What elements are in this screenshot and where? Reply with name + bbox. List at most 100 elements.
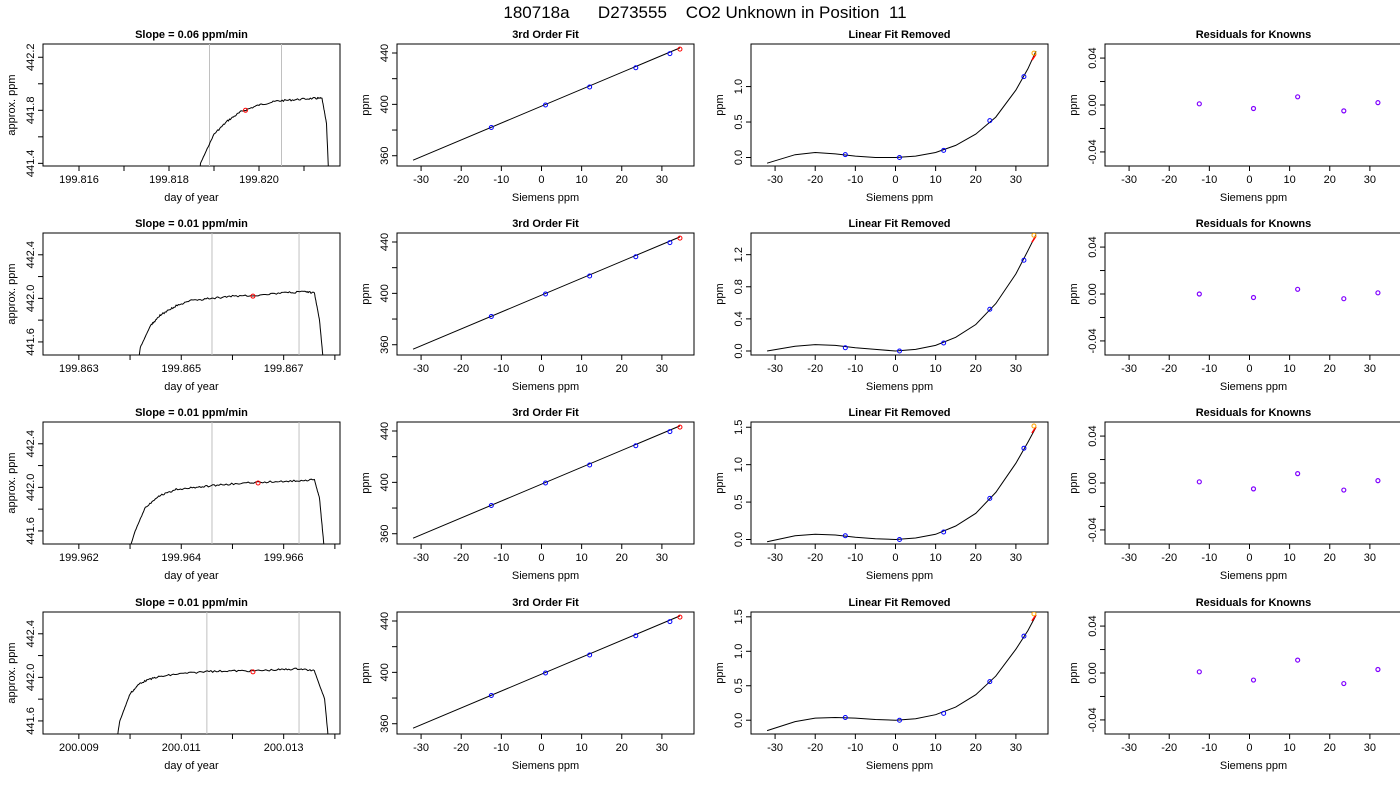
y-tick-label: 441.4 xyxy=(25,150,37,178)
y-tick-label: 0.04 xyxy=(1087,236,1099,257)
ppm-trace-line xyxy=(199,96,329,166)
y-tick-label: -0.04 xyxy=(1087,139,1099,164)
data-marks xyxy=(1196,286,1381,302)
y-tick-label: -0.04 xyxy=(1087,517,1099,542)
y-axis-label: ppm xyxy=(1068,94,1080,115)
x-tick-label: 20 xyxy=(1324,742,1336,754)
mean-marker xyxy=(250,669,256,675)
known-standard-point xyxy=(941,710,947,716)
x-tick-label: -20 xyxy=(453,742,469,754)
x-tick-label: 200.011 xyxy=(162,742,201,754)
known-standard-point xyxy=(667,619,673,625)
y-axis: -0.04 0.00 0.04 xyxy=(1087,47,1105,164)
residual-point xyxy=(1375,100,1381,106)
x-axis-label: Siemens ppm xyxy=(1220,570,1287,582)
y-tick-label: 442.0 xyxy=(25,285,37,313)
x-tick-label: 20 xyxy=(616,552,628,564)
y-tick-label: 1.0 xyxy=(733,644,745,659)
unknown-point xyxy=(677,614,683,620)
cubic-fit-curve xyxy=(767,234,1037,352)
data-marks xyxy=(117,612,329,734)
x-tick-label: 0 xyxy=(892,552,898,564)
x-tick-label: 20 xyxy=(1324,363,1336,375)
known-standard-point xyxy=(488,313,494,319)
x-axis-label: Siemens ppm xyxy=(1220,381,1287,393)
panel-title: Residuals for Knowns xyxy=(1196,29,1312,41)
x-tick-label: 30 xyxy=(1010,742,1022,754)
y-tick-label: 0.0 xyxy=(733,532,745,547)
x-axis: -30 -20 -10 0 10 20 30 xyxy=(413,544,668,564)
y-tick-label: 0.04 xyxy=(1087,425,1099,446)
residual-point xyxy=(1375,290,1381,296)
y-tick-label: 1.0 xyxy=(733,457,745,472)
y-axis: 360 400 440 xyxy=(379,422,397,543)
x-tick-label: 200.013 xyxy=(264,742,304,754)
mean-marker xyxy=(255,480,261,486)
panel-title: 3rd Order Fit xyxy=(512,597,579,609)
plot-frame xyxy=(42,43,341,167)
y-tick-label: 0.00 xyxy=(1087,283,1099,304)
x-tick-label: 20 xyxy=(970,552,982,564)
known-standard-point xyxy=(1021,633,1027,639)
y-tick-label: 0.5 xyxy=(733,114,745,129)
data-marks xyxy=(766,423,1037,543)
panel-fit-row-1: 3rd Order Fit -30 -20 -10 0 10 20 30 Siemens ppm… xyxy=(360,29,695,204)
x-axis-label: day of year xyxy=(164,381,219,393)
x-tick-label: 199.964 xyxy=(161,552,201,564)
cubic-fit-curve xyxy=(766,615,1037,732)
x-tick-label: 30 xyxy=(1364,363,1376,375)
x-tick-label: 199.818 xyxy=(149,174,189,186)
y-axis: 0.0 0.5 1.0 1.5 xyxy=(733,420,751,547)
known-standard-point xyxy=(587,273,593,279)
x-tick-label: -20 xyxy=(1161,552,1177,564)
x-tick-label: -20 xyxy=(453,552,469,564)
y-axis-label: approx. ppm xyxy=(6,74,18,135)
y-tick-label: 360 xyxy=(379,147,391,165)
x-tick-label: -10 xyxy=(1201,174,1217,186)
data-marks xyxy=(412,235,683,350)
x-tick-label: 10 xyxy=(1283,552,1295,564)
x-tick-label: 0 xyxy=(538,552,544,564)
known-standard-point xyxy=(1021,445,1027,451)
x-tick-label: 0 xyxy=(538,363,544,375)
unknown-point-alt xyxy=(1031,233,1037,238)
x-tick-label: 20 xyxy=(616,742,628,754)
y-tick-label: 360 xyxy=(379,715,391,733)
data-marks xyxy=(766,50,1037,164)
y-axis: 0.0 0.5 1.0 1.5 xyxy=(733,609,751,728)
known-standard-point xyxy=(842,345,848,351)
x-tick-label: -20 xyxy=(453,363,469,375)
known-standard-point xyxy=(987,679,993,685)
x-tick-label: -30 xyxy=(1121,363,1137,375)
y-tick-label: 441.6 xyxy=(25,707,37,735)
y-tick-label: -0.04 xyxy=(1087,707,1099,732)
y-axis-label: approx. ppm xyxy=(6,642,18,703)
y-tick-label: 400 xyxy=(379,663,391,681)
x-tick-label: 20 xyxy=(970,742,982,754)
x-tick-label: 0 xyxy=(1246,363,1252,375)
residual-point xyxy=(1196,669,1202,675)
x-tick-label: -10 xyxy=(1201,552,1217,564)
plot-frame xyxy=(750,611,1049,735)
x-tick-label: 0 xyxy=(538,742,544,754)
plot-frame xyxy=(1104,232,1400,356)
y-axis: -0.04 0.00 0.04 xyxy=(1087,236,1105,353)
residual-point xyxy=(1375,478,1381,484)
unknown-point xyxy=(677,46,683,52)
x-axis-label: Siemens ppm xyxy=(512,381,579,393)
panel-title: Linear Fit Removed xyxy=(848,29,950,41)
x-tick-label: 0 xyxy=(1246,552,1252,564)
x-axis: -30 -20 -10 0 10 20 30 xyxy=(413,734,668,754)
x-tick-label: -20 xyxy=(1161,742,1177,754)
y-tick-label: 442.2 xyxy=(25,43,37,71)
x-tick-label: -10 xyxy=(1201,363,1217,375)
x-tick-label: -20 xyxy=(807,363,823,375)
known-standard-point xyxy=(842,152,848,158)
x-axis-label: Siemens ppm xyxy=(866,760,933,772)
y-axis-label: ppm xyxy=(360,283,372,304)
known-standard-point xyxy=(543,480,548,486)
y-axis-label: ppm xyxy=(360,94,372,115)
known-standard-point xyxy=(941,147,947,153)
x-tick-label: -30 xyxy=(413,552,429,564)
y-axis-label: ppm xyxy=(714,472,726,493)
